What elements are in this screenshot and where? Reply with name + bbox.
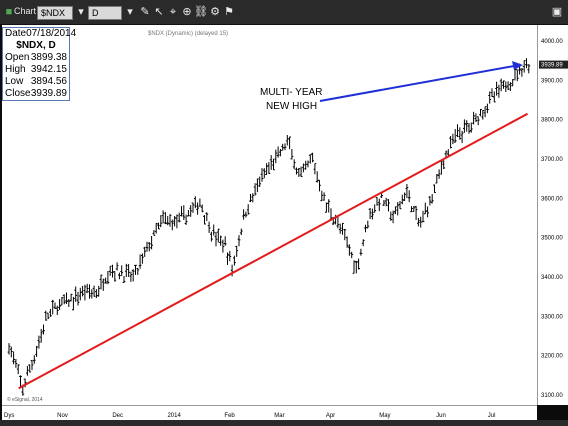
date-value: 07/18/2014: [26, 28, 77, 39]
info-symbol-title: $NDX, D: [16, 40, 56, 51]
high-label: High: [5, 64, 26, 75]
chart-plot-area[interactable]: $NDX (Dynamic) (delayed 15) MULTI- YEAR …: [2, 25, 537, 405]
info-low-row: Low 3894.56: [3, 76, 69, 88]
titlebar: ■ Chart $NDX ▾ D ▾ ✎ ↖ ⌖ ⊕ ⛓ ⚙ ⚑ ▣: [0, 0, 568, 25]
x-tick-label: Dec: [112, 413, 123, 419]
high-value: 3942.15: [30, 64, 67, 75]
ohlc-info-box: Date 07/18/2014 $NDX, D Open 3899.38 Hig…: [2, 27, 76, 101]
annotation-line-2: NEW HIGH: [266, 101, 317, 112]
symbol-dropdown-icon[interactable]: ▾: [78, 6, 84, 18]
x-tick-label: 2014: [167, 413, 181, 419]
y-tick-label: 3700.00: [541, 157, 563, 163]
settings-icon[interactable]: ⚙: [210, 6, 220, 18]
low-label: Low: [5, 76, 24, 87]
price-bars: [7, 58, 531, 396]
draw-tool-icon[interactable]: ✎: [140, 6, 150, 18]
y-tick-label: 3500.00: [541, 236, 563, 242]
y-tick-label: 3600.00: [541, 196, 563, 202]
y-tick-label: 3400.00: [541, 275, 563, 281]
open-value: 3899.38: [30, 52, 67, 63]
annotation-line-1: MULTI- YEAR: [260, 87, 322, 98]
info-close-row: Close 3939.89: [3, 88, 69, 100]
price-chart: $NDX (Dynamic) (delayed 15) MULTI- YEAR …: [7, 31, 531, 403]
annotation-arrow: [319, 65, 515, 102]
zoom-tool-icon[interactable]: ⊕: [182, 6, 192, 18]
crosshair-tool-icon[interactable]: ⌖: [169, 6, 177, 18]
time-axis-labels: Dys Nov Dec 2014 Feb Mar Apr May Jun Jul: [4, 413, 496, 419]
cursor-tool-icon[interactable]: ↖: [154, 6, 164, 18]
watermark: © eSignal, 2014: [7, 396, 43, 403]
y-tick-label: 4000.00: [541, 39, 563, 45]
time-axis[interactable]: Dys Nov Dec 2014 Feb Mar Apr May Jun Jul: [2, 405, 537, 420]
y-tick-label: 3800.00: [541, 118, 563, 124]
x-tick-label: Jul: [488, 413, 496, 419]
x-tick-label: Jun: [436, 413, 446, 419]
info-high-row: High 3942.15: [3, 64, 69, 76]
info-date-row: Date 07/18/2014: [3, 28, 76, 40]
flag-icon[interactable]: ⚑: [224, 6, 234, 18]
low-value: 3894.56: [30, 76, 67, 87]
price-axis[interactable]: 3100.00 3200.00 3300.00 3400.00 3500.00 3600.…: [537, 25, 568, 405]
link-tool-icon[interactable]: ⛓: [194, 6, 208, 18]
bottom-strip: [0, 420, 568, 426]
window-title: Chart: [14, 6, 37, 16]
close-value: 3939.89: [30, 88, 67, 99]
last-price-tag: [539, 60, 568, 69]
x-tick-label: May: [379, 413, 390, 419]
chart-header: $NDX (Dynamic) (delayed 15): [148, 31, 228, 37]
last-price-label: 3939.89: [541, 63, 563, 69]
interval-input[interactable]: D: [88, 6, 122, 20]
annotation-arrowhead: [512, 61, 523, 70]
y-tick-label: 3900.00: [541, 78, 563, 84]
y-tick-label: 3200.00: [541, 354, 563, 360]
symbol-input[interactable]: $NDX: [37, 6, 73, 20]
x-tick-label: Feb: [224, 413, 235, 419]
maximize-icon[interactable]: ▣: [551, 6, 563, 18]
y-tick-label: 3300.00: [541, 314, 563, 320]
trendline: [18, 112, 529, 390]
price-axis-labels: 3100.00 3200.00 3300.00 3400.00 3500.00 3600.…: [539, 39, 568, 399]
app-icon: ■: [5, 6, 13, 18]
y-tick-label: 3100.00: [541, 393, 563, 399]
open-label: Open: [5, 52, 30, 63]
interval-dropdown-icon[interactable]: ▾: [127, 6, 133, 18]
x-tick-label: Nov: [57, 413, 68, 419]
time-axis-corner-label: Dys: [4, 413, 14, 419]
date-label: Date: [5, 28, 27, 39]
info-open-row: Open 3899.38: [3, 52, 69, 64]
x-tick-label: Apr: [326, 413, 335, 419]
x-tick-label: Mar: [274, 413, 284, 419]
close-label: Close: [5, 88, 31, 99]
